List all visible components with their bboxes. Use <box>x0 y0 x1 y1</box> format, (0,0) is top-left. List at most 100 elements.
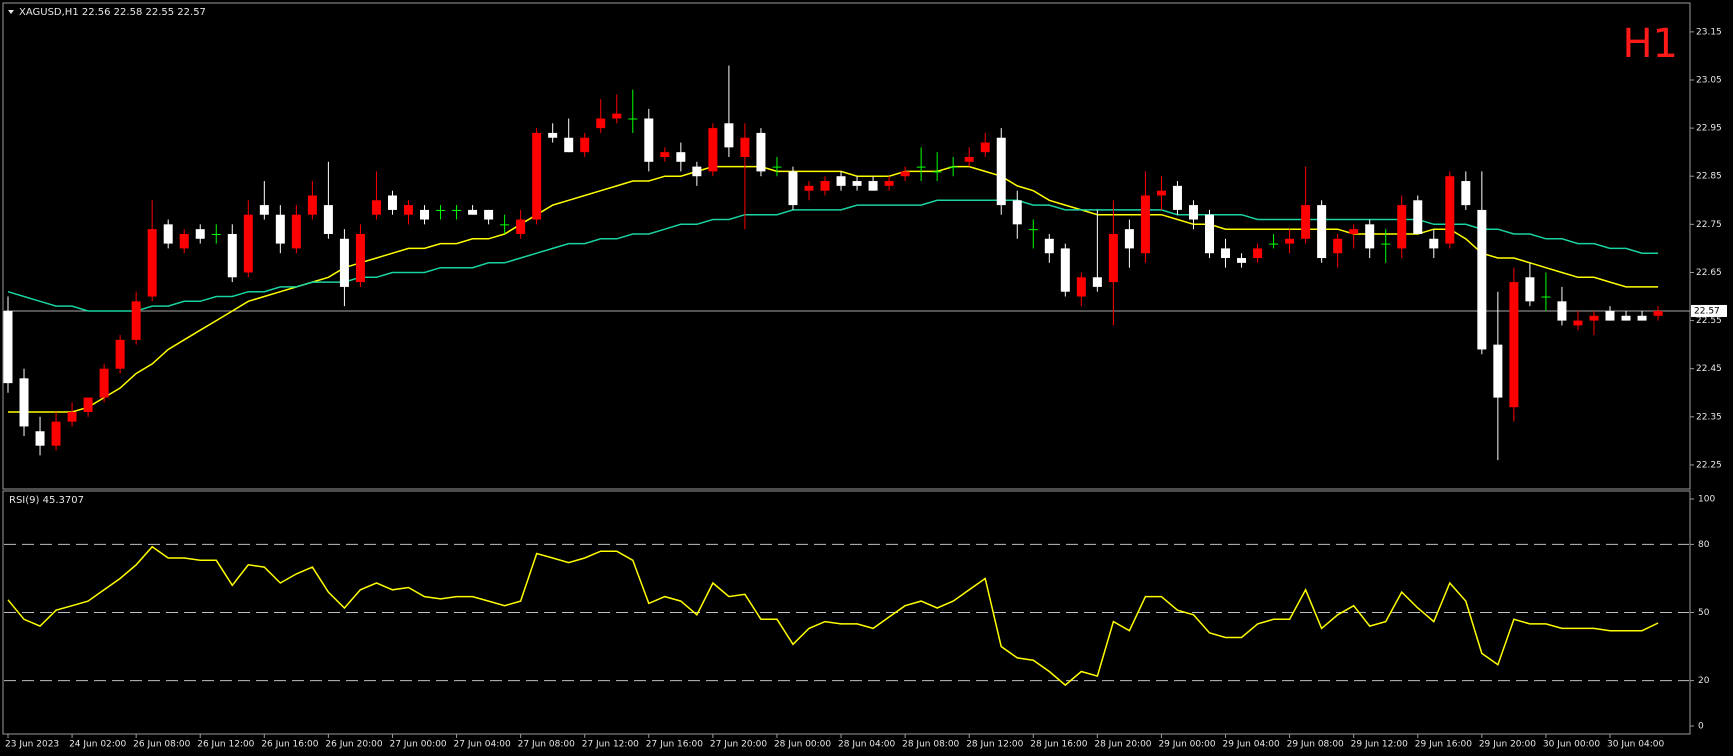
candle-body <box>1060 248 1070 292</box>
candle-body <box>1365 224 1375 249</box>
x-tick-label: 27 Jun 20:00 <box>710 740 767 750</box>
candle-body <box>1301 205 1311 239</box>
candle-body <box>67 412 77 422</box>
candle-body <box>1108 233 1118 283</box>
moving-average <box>7 199 1659 312</box>
candle-body <box>612 113 622 119</box>
x-tick-label: 27 Jun 16:00 <box>646 740 703 750</box>
y-tick-label: 23.05 <box>1696 75 1722 85</box>
candle-body <box>1397 205 1407 249</box>
rsi-line <box>7 545 1659 687</box>
x-tick-label: 29 Jun 00:00 <box>1158 740 1215 750</box>
candle-body <box>1413 200 1423 234</box>
candle-body <box>99 368 109 398</box>
chart-header: XAGUSD,H1 22.56 22.58 22.55 22.57 <box>19 7 206 18</box>
candle-body <box>1429 238 1439 249</box>
candle-body <box>884 181 894 186</box>
candle-body <box>387 195 397 210</box>
candle-body <box>1044 238 1054 254</box>
candle-body <box>163 224 173 244</box>
candle-body <box>211 233 221 235</box>
candle-body <box>1188 205 1198 220</box>
candle-body <box>1653 310 1663 316</box>
candle-body <box>692 166 702 177</box>
candle-body <box>660 152 670 157</box>
rsi-label: RSI(9) 45.3707 <box>9 495 84 506</box>
x-tick-label: 26 Jun 12:00 <box>197 740 254 750</box>
timeframe-badge: H1 <box>1622 21 1678 67</box>
candle-body <box>115 339 125 369</box>
candle-body <box>1140 195 1150 254</box>
candle-body <box>1221 248 1231 259</box>
candle-body <box>516 219 526 234</box>
last-price-label: 22.57 <box>1694 306 1720 316</box>
candle-body <box>243 214 253 273</box>
candle-body <box>644 118 654 162</box>
candle-body <box>1092 277 1102 287</box>
x-tick-label: 28 Jun 04:00 <box>838 740 895 750</box>
candle-body <box>1461 181 1471 206</box>
candle-body <box>1028 229 1038 231</box>
candle-body <box>1637 315 1647 321</box>
x-tick-label: 29 Jun 04:00 <box>1223 740 1280 750</box>
y-tick-label: 23.15 <box>1696 27 1722 37</box>
candle-body <box>676 152 686 162</box>
candle-body <box>1509 282 1519 408</box>
candle-body <box>708 128 718 172</box>
candle-body <box>1525 277 1535 302</box>
y-tick-label: 22.75 <box>1696 220 1722 230</box>
x-tick-label: 23 Jun 2023 <box>5 740 59 750</box>
candle-body <box>1621 315 1631 321</box>
y-tick-label: 22.45 <box>1696 364 1722 374</box>
candle-body <box>1573 320 1583 326</box>
y-tick-label: 22.35 <box>1696 412 1722 422</box>
candle-body <box>980 142 990 153</box>
candle-body <box>371 200 381 215</box>
candle-body <box>19 378 29 427</box>
candle-body <box>852 181 862 186</box>
candle-body <box>580 137 590 153</box>
rsi-tick-label: 100 <box>1698 495 1715 505</box>
candle-body <box>83 397 93 413</box>
candle-body <box>740 137 750 157</box>
candle-body <box>724 123 734 148</box>
candle-body <box>1589 315 1599 321</box>
candle-body <box>1205 214 1214 254</box>
candle-body <box>964 156 974 162</box>
x-tick-label: 27 Jun 00:00 <box>389 740 446 750</box>
candle-body <box>259 205 269 215</box>
candle-body <box>868 181 878 191</box>
main-pane <box>2 2 1691 490</box>
candle-body <box>1124 229 1134 249</box>
candle-body <box>452 209 462 211</box>
candle-body <box>628 118 638 120</box>
candle-body <box>227 233 237 278</box>
x-tick-label: 27 Jun 04:00 <box>454 740 511 750</box>
y-tick-label: 22.85 <box>1696 172 1722 182</box>
candle-body <box>179 233 189 249</box>
candle-body <box>804 185 814 191</box>
rsi-tick-label: 80 <box>1698 540 1710 550</box>
y-tick-label: 22.95 <box>1696 124 1722 134</box>
candle-body <box>932 171 942 173</box>
candle-body <box>1381 243 1391 245</box>
rsi-tick-label: 50 <box>1698 608 1710 618</box>
x-tick-label: 29 Jun 12:00 <box>1351 740 1408 750</box>
y-tick-label: 22.65 <box>1696 268 1722 278</box>
candle-body <box>500 224 510 226</box>
candle-body <box>436 209 446 211</box>
x-tick-label: 28 Jun 08:00 <box>902 740 959 750</box>
x-tick-label: 28 Jun 16:00 <box>1030 740 1087 750</box>
candle-body <box>548 132 558 138</box>
candle-body <box>275 214 285 244</box>
candle-body <box>948 166 958 168</box>
candle-body <box>1156 190 1166 196</box>
candle-body <box>532 132 542 220</box>
x-tick-label: 26 Jun 20:00 <box>325 740 382 750</box>
candle-body <box>484 209 494 220</box>
x-tick-label: 26 Jun 08:00 <box>133 740 190 750</box>
candle-body <box>131 301 141 340</box>
y-tick-label: 22.25 <box>1696 460 1722 470</box>
candle-body <box>147 229 157 297</box>
